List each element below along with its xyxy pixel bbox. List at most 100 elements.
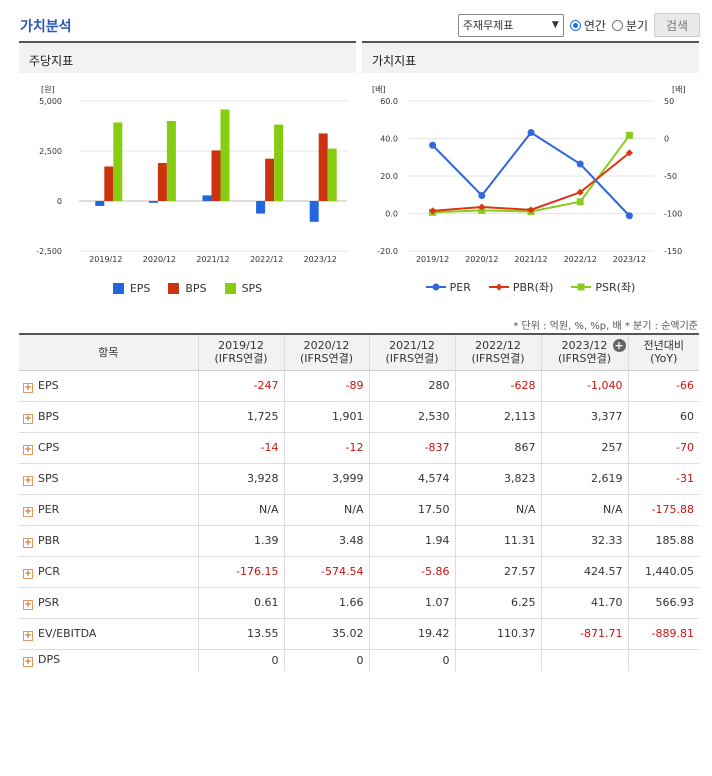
point-psr (576, 198, 584, 206)
legend-swatch (168, 283, 180, 294)
table-cell: 1.39 (197, 525, 284, 557)
header-sublabel: (IFRS연결) (214, 352, 268, 366)
row-label-cell[interactable]: + DPS (19, 649, 198, 671)
legend-label: SPS (241, 282, 263, 295)
expand-row-icon[interactable]: + (23, 444, 33, 455)
bar-sps (113, 122, 123, 201)
search-button[interactable]: 검색 (654, 13, 700, 37)
per-share-panel: 주당지표 [원] 5,000 2,500 0 -2,500 2019/12 2020/12 2… (19, 41, 356, 299)
table-cell: 1.66 (283, 587, 369, 619)
expand-row-icon[interactable]: + (23, 413, 33, 424)
table-cell: N/A (540, 494, 628, 526)
expand-row-icon[interactable]: + (23, 506, 33, 517)
table-cell: 0 (197, 649, 284, 671)
header-label: 2019/12 (218, 339, 264, 353)
header-label: 2022/12 (475, 339, 521, 353)
row-label-cell[interactable]: + PER (19, 494, 198, 526)
legend-item-per[interactable]: PER (425, 279, 471, 295)
point-per (429, 141, 437, 149)
legend-marker-icon (488, 283, 509, 291)
legend-item-eps[interactable]: EPS (112, 282, 150, 295)
point-per (478, 192, 486, 199)
legend-item-psr[interactable]: PSR(좌) (571, 279, 635, 295)
radio-quarter-dot[interactable] (611, 19, 623, 31)
expand-row-icon[interactable]: + (23, 537, 33, 548)
expand-row-icon[interactable]: + (23, 599, 33, 610)
y-left-tick-label: 20.0 (380, 172, 398, 181)
per-share-title: 주당지표 (19, 41, 356, 73)
value-table: 항목 2019/12 (IFRS연결) 2020/12 (IFRS연결) 2021/12(… (19, 333, 699, 671)
row-label-cell[interactable]: + PBR (19, 525, 198, 557)
row-label-cell[interactable]: + PCR (19, 556, 198, 588)
expand-columns-icon[interactable]: + (612, 339, 626, 352)
row-label: CPS (38, 440, 60, 454)
radio-annual-dot[interactable] (569, 19, 581, 31)
valuation-chart: [배] [배] 60.0 40.0 20.0 0.0 -20.0 50 0 -50 -100 -150… (372, 85, 686, 264)
table-cell: 0.61 (197, 587, 284, 619)
point-psr (625, 131, 633, 139)
x-tick-label: 2020/12 (465, 255, 498, 264)
y-left-tick-label: 0.0 (385, 210, 398, 219)
table-cell: 4,574 (368, 463, 455, 495)
legend-label: PBR(좌) (512, 281, 554, 294)
header-label: 2021/12 (389, 339, 435, 353)
row-label: SPS (38, 471, 59, 485)
table-cell: 3,928 (197, 463, 284, 495)
x-tick-label: 2020/12 (143, 255, 176, 264)
legend-item-bps[interactable]: BPS (168, 282, 207, 295)
bar-eps (95, 201, 105, 206)
header-period: 2021/12 (IFRS연결) (368, 333, 455, 371)
table-cell: -574.54 (283, 556, 369, 588)
bar-sps (166, 121, 176, 201)
row-label-cell[interactable]: + BPS (19, 401, 198, 433)
y-tick-label: 5,000 (39, 97, 62, 106)
radio-quarter[interactable]: 분기 (611, 17, 648, 34)
row-label-cell[interactable]: + EV/EBITDA (19, 618, 198, 650)
table-cell: -70 (627, 432, 699, 464)
table-row: + DPS 0 0 0 (19, 649, 699, 671)
table-cell: 19.42 (368, 618, 455, 650)
table-cell: 3,999 (283, 463, 369, 495)
x-tick-label: 2023/12 (304, 255, 337, 264)
expand-row-icon[interactable]: + (23, 475, 33, 486)
table-cell: -89 (283, 370, 369, 402)
table-cell: 3,377 (540, 401, 628, 433)
header-label: 전년대비 (643, 339, 684, 353)
legend-item-pbr[interactable]: PBR(좌) (488, 279, 554, 295)
table-cell: 11.31 (454, 525, 541, 557)
table-cell: 17.50 (368, 494, 455, 526)
row-label-cell[interactable]: + SPS (19, 463, 198, 495)
table-cell: 1,440.05 (627, 556, 699, 588)
radio-annual[interactable]: 연간 (569, 17, 606, 34)
bar-sps (220, 109, 230, 201)
row-label-cell[interactable]: + PSR (19, 587, 198, 619)
per-share-chart: [원] 5,000 2,500 0 -2,500 2019/12 2020/12 2021/1… (36, 85, 347, 264)
series-line (432, 152, 631, 212)
header-label: 2023/12 (561, 339, 608, 353)
statement-select[interactable]: 주재무제표 ▼ (457, 13, 564, 37)
table-cell (627, 649, 699, 671)
legend-item-sps[interactable]: SPS (224, 282, 263, 295)
y-right-tick-label: -150 (664, 247, 682, 256)
expand-row-icon[interactable]: + (23, 382, 33, 393)
header-item: 항목 (19, 333, 198, 371)
point-per (625, 212, 633, 220)
expand-row-icon[interactable]: + (23, 568, 33, 579)
row-label-cell[interactable]: + EPS (19, 370, 198, 402)
expand-row-icon[interactable]: + (23, 630, 33, 641)
table-cell: -66 (627, 370, 699, 402)
header-label: 2020/12 (303, 339, 350, 353)
table-cell: 2,113 (454, 401, 541, 433)
table-row: + BPS 1,725 1,901 2,530 2,113 3,377 60 (19, 401, 699, 433)
statement-select-value: 주재무제표 (462, 19, 514, 32)
expand-row-icon[interactable]: + (23, 657, 33, 668)
table-cell: 3.48 (283, 525, 369, 557)
y-left-tick-label: 60.0 (380, 97, 398, 106)
point-per (576, 160, 584, 168)
point-pbr (625, 149, 633, 157)
table-cell: 41.70 (540, 587, 628, 619)
y-right-tick-label: -100 (664, 210, 682, 219)
row-label-cell[interactable]: + CPS (19, 432, 198, 464)
y-right-tick-label: -50 (664, 172, 677, 181)
legend-label: PSR(좌) (595, 281, 636, 294)
